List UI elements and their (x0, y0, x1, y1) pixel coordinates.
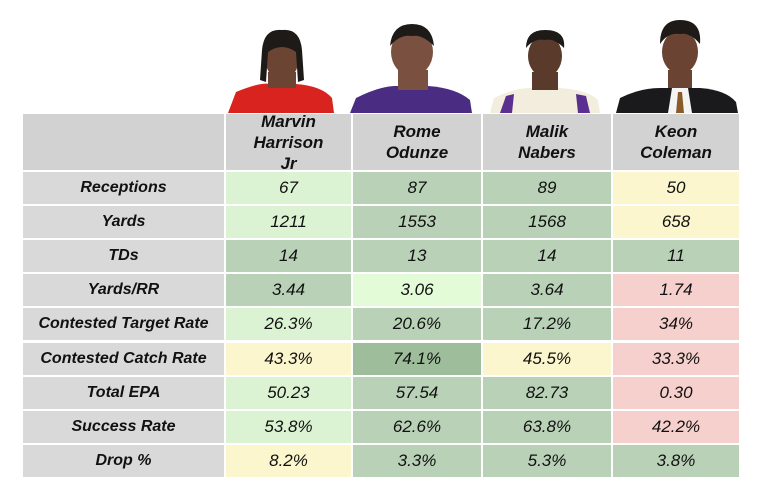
stat-cell: 13 (352, 239, 482, 274)
stat-cell: 1553 (352, 205, 482, 240)
stat-cell: 1211 (225, 205, 352, 240)
row-label: Yards (22, 205, 225, 240)
stat-cell: 50 (612, 171, 740, 206)
stat-cell: 50.23 (225, 375, 352, 410)
column-header: Malik Nabers (482, 113, 612, 171)
stat-cell: 62.6% (352, 409, 482, 444)
stat-cell: 3.8% (612, 443, 740, 478)
row-label: Total EPA (22, 375, 225, 410)
player-photo (350, 24, 472, 113)
player-photo (616, 20, 738, 113)
stat-cell: 43.3% (225, 341, 352, 376)
stat-cell: 20.6% (352, 307, 482, 342)
row-label: Success Rate (22, 409, 225, 444)
stat-cell: 3.06 (352, 273, 482, 308)
player-photos (228, 20, 738, 113)
row-label: Yards/RR (22, 273, 225, 308)
stat-cell: 26.3% (225, 307, 352, 342)
stat-cell: 34% (612, 307, 740, 342)
header-corner (22, 113, 225, 171)
stat-cell: 17.2% (482, 307, 612, 342)
player-photo (490, 30, 600, 113)
stat-cell: 45.5% (482, 341, 612, 376)
stat-cell: 42.2% (612, 409, 740, 444)
row-label: Receptions (22, 171, 225, 206)
stat-cell: 63.8% (482, 409, 612, 444)
row-label: TDs (22, 239, 225, 274)
stat-cell: 0.30 (612, 375, 740, 410)
stat-cell: 3.64 (482, 273, 612, 308)
stat-cell: 57.54 (352, 375, 482, 410)
row-label: Contested Target Rate (22, 307, 225, 342)
row-label: Drop % (22, 443, 225, 478)
stat-cell: 89 (482, 171, 612, 206)
stat-cell: 53.8% (225, 409, 352, 444)
stat-cell: 3.44 (225, 273, 352, 308)
stat-cell: 3.3% (352, 443, 482, 478)
stat-cell: 82.73 (482, 375, 612, 410)
stat-cell: 67 (225, 171, 352, 206)
player-photo (228, 29, 334, 113)
stat-cell: 87 (352, 171, 482, 206)
stat-cell: 14 (482, 239, 612, 274)
stat-cell: 11 (612, 239, 740, 274)
column-header: Keon Coleman (612, 113, 740, 171)
stat-cell: 658 (612, 205, 740, 240)
stat-cell: 33.3% (612, 341, 740, 376)
stat-cell: 5.3% (482, 443, 612, 478)
stat-cell: 8.2% (225, 443, 352, 478)
row-label: Contested Catch Rate (22, 341, 225, 376)
stat-cell: 1568 (482, 205, 612, 240)
stat-cell: 1.74 (612, 273, 740, 308)
stat-cell: 74.1% (352, 341, 482, 376)
column-header: Rome Odunze (352, 113, 482, 171)
column-header: Marvin Harrison Jr (225, 112, 352, 173)
stat-cell: 14 (225, 239, 352, 274)
